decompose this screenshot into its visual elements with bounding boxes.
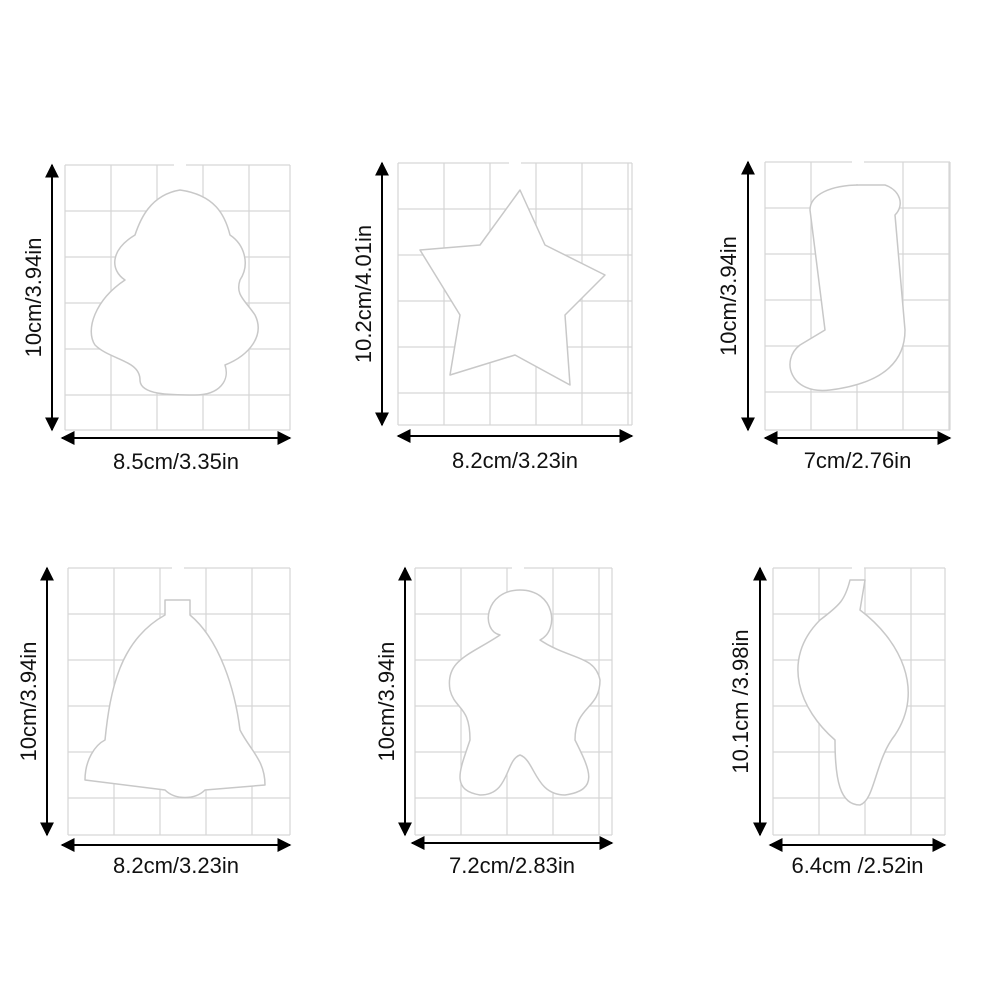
panels: 10cm/3.94in 8.5cm/3.35in 10.2cm/4.01in 8.2c… xyxy=(16,160,952,878)
height-label: 10.1cm /3.98in xyxy=(728,629,753,773)
product-panel: 10.2cm/4.01in 8.2cm/3.23in xyxy=(351,161,634,473)
width-label: 8.2cm/3.23in xyxy=(113,853,239,878)
product-panel: 10cm/3.94in 7cm/2.76in xyxy=(716,160,952,473)
cutout-shape xyxy=(789,184,906,392)
width-label: 6.4cm /2.52in xyxy=(791,853,923,878)
cutout-shape xyxy=(448,589,601,796)
product-panel: 10cm/3.94in 8.2cm/3.23in xyxy=(16,566,292,878)
height-label: 10cm/3.94in xyxy=(21,238,46,358)
product-panel: 10cm/3.94in 8.5cm/3.35in xyxy=(21,163,292,474)
tab-gap xyxy=(174,163,186,187)
tab-gap xyxy=(852,160,864,184)
cutout-shape xyxy=(90,189,259,396)
width-label: 7cm/2.76in xyxy=(804,448,912,473)
width-label: 7.2cm/2.83in xyxy=(449,853,575,878)
tab-gap xyxy=(172,566,184,590)
tab-gap xyxy=(509,161,521,185)
height-label: 10.2cm/4.01in xyxy=(351,225,376,363)
cutout-shape xyxy=(419,189,606,386)
product-panel: 10.1cm /3.98in 6.4cm /2.52in xyxy=(728,566,947,878)
height-label: 10cm/3.94in xyxy=(16,642,41,762)
width-label: 8.5cm/3.35in xyxy=(113,449,239,474)
product-panel: 10cm/3.94in 7.2cm/2.83in xyxy=(374,566,614,878)
cutout-shape xyxy=(84,599,266,799)
width-label: 8.2cm/3.23in xyxy=(452,448,578,473)
tab-gap xyxy=(512,566,524,590)
height-label: 10cm/3.94in xyxy=(716,236,741,356)
cutout-shape xyxy=(797,579,909,806)
height-label: 10cm/3.94in xyxy=(374,642,399,762)
